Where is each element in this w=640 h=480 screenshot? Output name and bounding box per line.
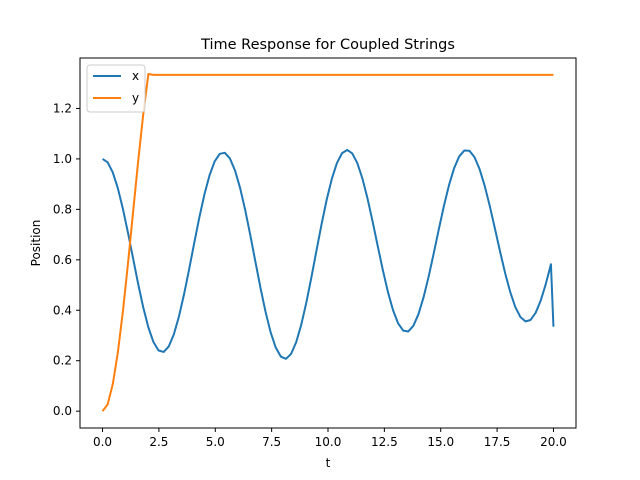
x-axis-label: t [326,456,331,470]
x-tick-label: 7.5 [262,435,281,449]
x-tick-label: 2.5 [149,435,168,449]
x-tick-label: 10.0 [315,435,342,449]
y-axis-label: Position [29,220,43,267]
chart-title: Time Response for Coupled Strings [200,37,455,53]
y-tick-label: 1.0 [53,152,72,166]
y-tick-label: 0.4 [53,303,72,317]
y-tick-label: 0.6 [53,253,72,267]
legend-label-y: y [132,91,139,105]
x-axis: 0.0 2.5 5.0 7.5 10.0 12.5 15.0 17.5 20.0 [93,428,567,449]
y-tick-label: 0.2 [53,354,72,368]
y-tick-label: 0.8 [53,202,72,216]
x-tick-label: 15.0 [427,435,454,449]
legend: x y [86,64,146,113]
x-tick-label: 5.0 [206,435,225,449]
x-tick-label: 17.5 [484,435,511,449]
x-tick-label: 12.5 [371,435,398,449]
series-line-y [101,72,554,412]
series-layer [101,72,555,412]
series-line-x [101,148,555,360]
y-tick-label: 0.0 [53,404,72,418]
y-axis: 0.0 0.2 0.4 0.6 0.8 1.0 1.2 [53,101,80,418]
legend-label-x: x [132,69,139,83]
y-tick-label: 1.2 [53,101,72,115]
x-tick-label: 0.0 [93,435,112,449]
x-tick-label: 20.0 [540,435,567,449]
